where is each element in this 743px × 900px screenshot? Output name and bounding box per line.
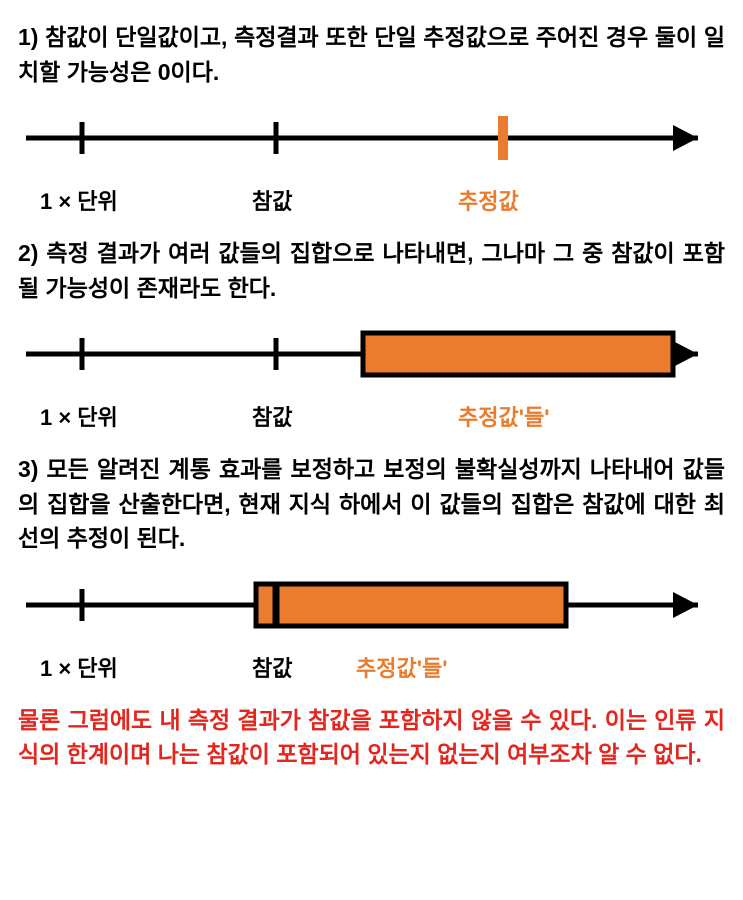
section3-numberline <box>18 570 718 640</box>
label-true: 참값 <box>252 184 292 216</box>
label-estimate: 추정값 <box>458 184 519 216</box>
section1-paragraph: 1) 참값이 단일값이고, 측정결과 또한 단일 추정값으로 주어진 경우 둘이… <box>18 20 725 89</box>
estimate-range-box <box>363 333 673 375</box>
section3-diagram: 1 × 단위 참값 추정값'들' <box>18 570 725 681</box>
estimate-range-box <box>256 584 566 626</box>
section2-numberline <box>18 319 718 389</box>
section1-labels: 1 × 단위 참값 추정값 <box>18 184 725 214</box>
label-unit: 1 × 단위 <box>40 651 118 683</box>
section3-labels: 1 × 단위 참값 추정값'들' <box>18 651 725 681</box>
arrowhead-icon <box>673 592 698 618</box>
label-estimate: 추정값'들' <box>458 400 549 432</box>
footer-paragraph: 물론 그럼에도 내 측정 결과가 참값을 포함하지 않을 수 있다. 이는 인류… <box>18 703 725 772</box>
label-estimate: 추정값'들' <box>356 651 447 683</box>
label-unit: 1 × 단위 <box>40 184 118 216</box>
label-true: 참값 <box>252 651 292 683</box>
section2-labels: 1 × 단위 참값 추정값'들' <box>18 400 725 430</box>
section1-numberline <box>18 103 718 173</box>
arrowhead-icon <box>673 125 698 151</box>
section1-diagram: 1 × 단위 참값 추정값 <box>18 103 725 214</box>
label-unit: 1 × 단위 <box>40 400 118 432</box>
section2-diagram: 1 × 단위 참값 추정값'들' <box>18 319 725 430</box>
arrowhead-icon <box>673 341 698 367</box>
label-true: 참값 <box>252 400 292 432</box>
section2-paragraph: 2) 측정 결과가 여러 값들의 집합으로 나타내면, 그나마 그 중 참값이 … <box>18 236 725 305</box>
section3-paragraph: 3) 모든 알려진 계통 효과를 보정하고 보정의 불확실성까지 나타내어 값들… <box>18 452 725 556</box>
